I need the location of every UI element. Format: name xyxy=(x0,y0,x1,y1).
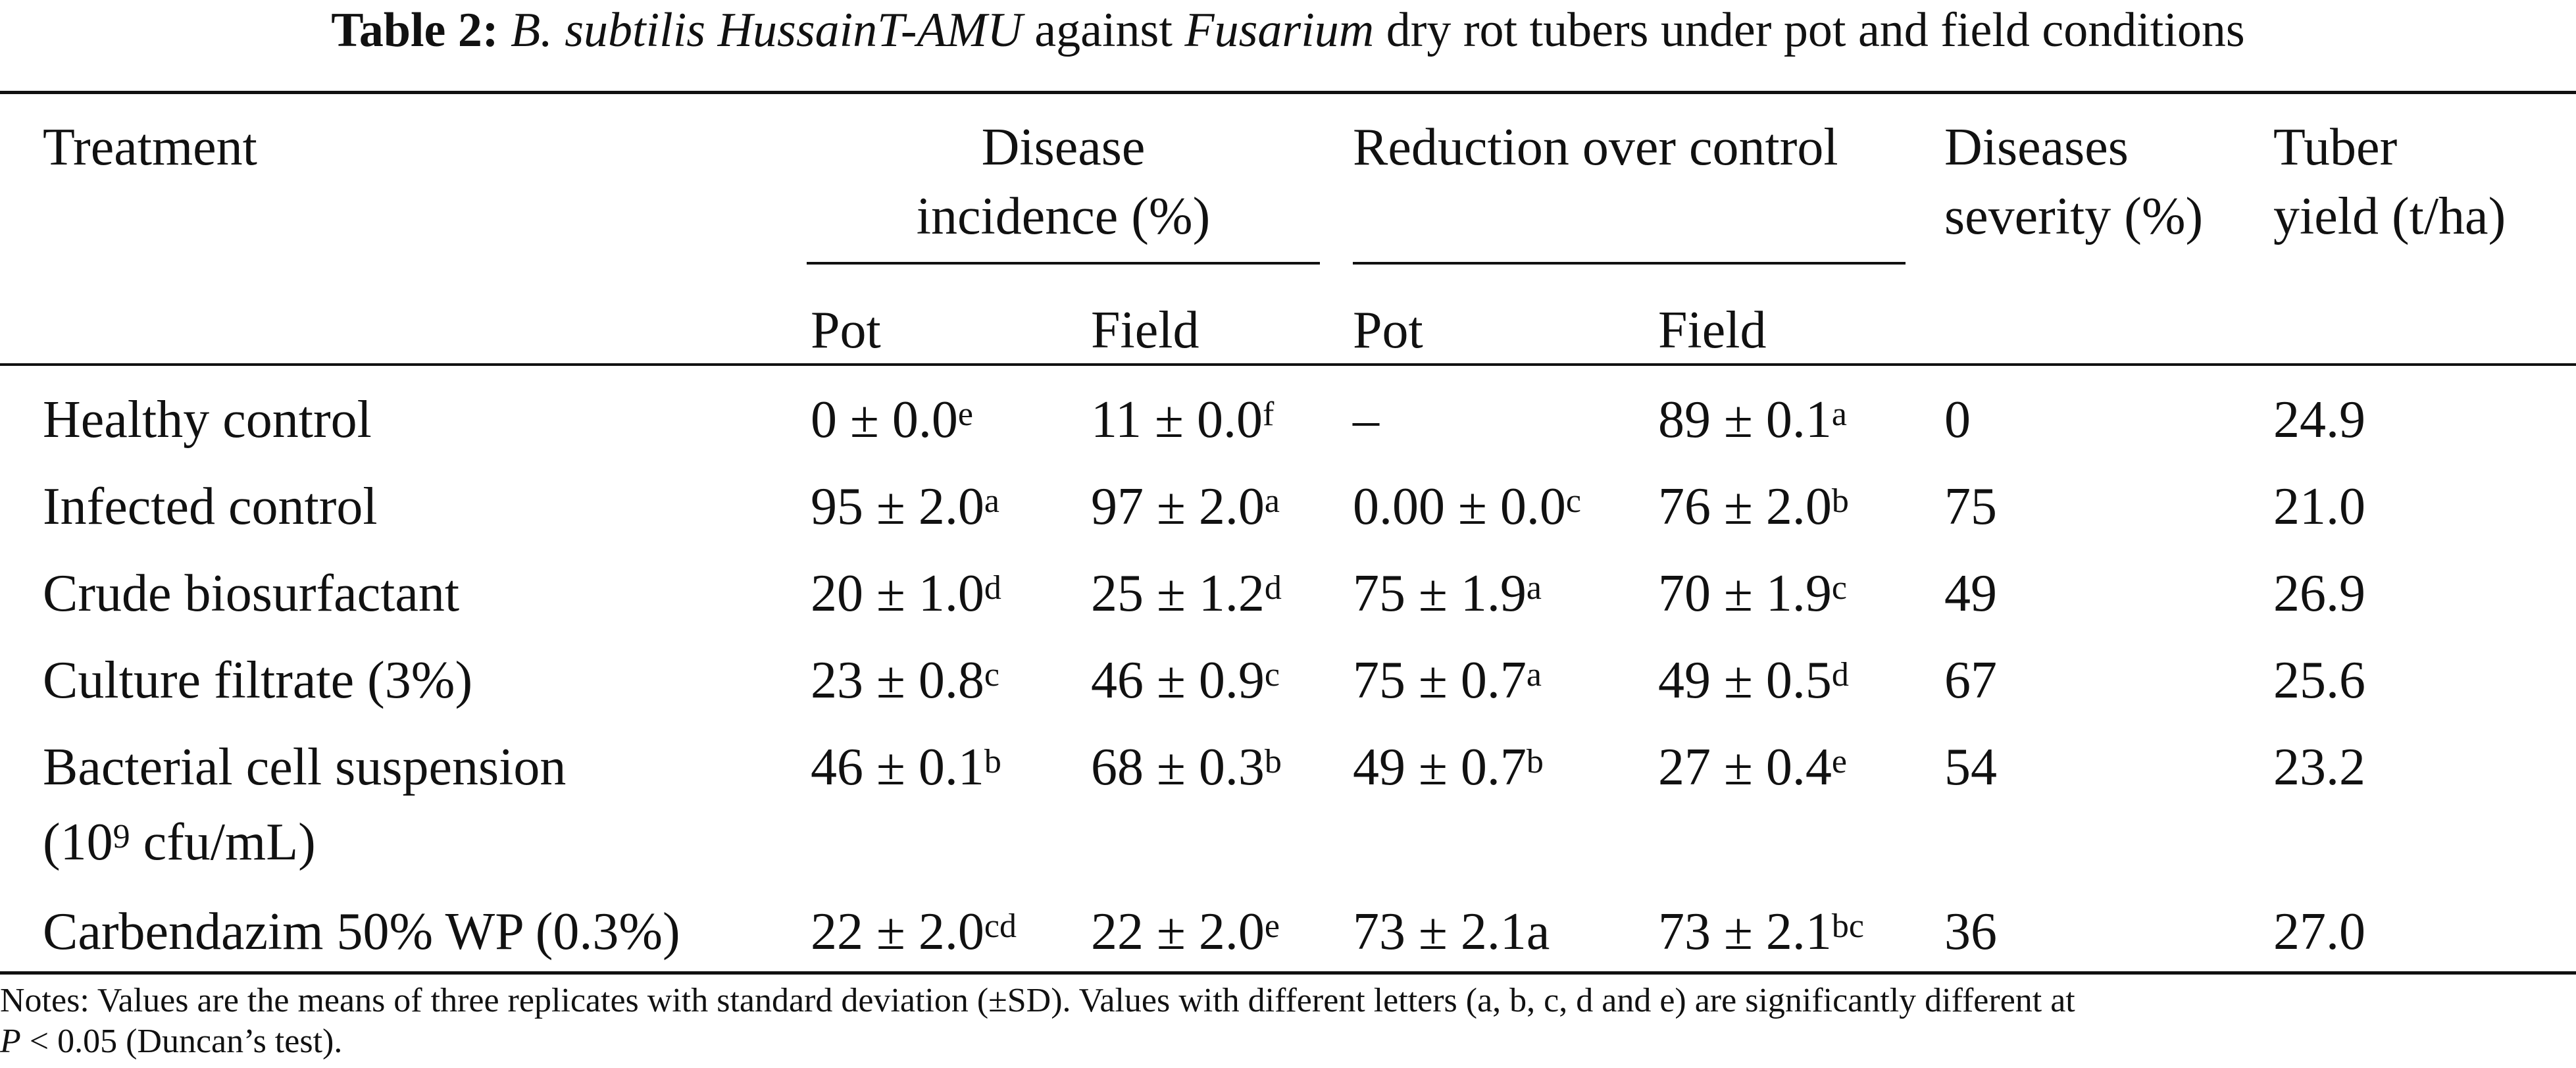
cell-rc-pot: 49 ± 0.7b xyxy=(1353,738,1544,796)
cell-di-pot: 95 ± 2.0a xyxy=(811,478,999,536)
header-di-field: Field xyxy=(1091,301,1200,359)
cell-yield: 24.9 xyxy=(2273,391,2365,449)
cell-di-pot: 0 ± 0.0e xyxy=(811,391,973,449)
header-bottom-rule xyxy=(0,363,2576,366)
cell-severity: 75 xyxy=(1944,478,1997,536)
header-di-pot: Pot xyxy=(811,301,881,359)
cell-rc-field: 76 ± 2.0b xyxy=(1658,478,1849,536)
caption-rest: dry rot tubers under pot and field condi… xyxy=(1386,3,2245,57)
cell-rc-field: 49 ± 0.5d xyxy=(1658,651,1849,709)
cell-rc-pot: 75 ± 0.7a xyxy=(1353,651,1542,709)
cell-severity: 49 xyxy=(1944,565,1997,623)
cell-rc-field: 89 ± 0.1a xyxy=(1658,391,1847,449)
cell-di-field: 68 ± 0.3b xyxy=(1091,738,1282,796)
cell-rc-field: 27 ± 0.4e xyxy=(1658,738,1847,796)
header-rc-pot: Pot xyxy=(1353,301,1423,359)
cell-severity: 36 xyxy=(1944,903,1997,961)
notes-line1: Notes: Values are the means of three rep… xyxy=(0,982,2075,1019)
header-severity-line1: Diseases xyxy=(1944,118,2129,176)
cell-severity: 67 xyxy=(1944,651,1997,709)
header-rc-field: Field xyxy=(1658,301,1767,359)
cell-treatment: Culture filtrate (3%) xyxy=(43,651,473,709)
cell-rc-field: 73 ± 2.1bc xyxy=(1658,903,1864,961)
cell-di-field: 22 ± 2.0e xyxy=(1091,903,1280,961)
table-label: Table 2: xyxy=(331,3,499,57)
caption-species: B. subtilis HussainT-AMU xyxy=(511,3,1023,57)
table-notes: Notes: Values are the means of three rep… xyxy=(0,980,2576,1062)
table-caption: Table 2: B. subtilis HussainT-AMU agains… xyxy=(0,0,2576,61)
cell-yield: 23.2 xyxy=(2273,738,2365,796)
disease-incidence-span-rule xyxy=(807,262,1320,265)
cell-yield: 25.6 xyxy=(2273,651,2365,709)
cell-severity: 0 xyxy=(1944,391,1971,449)
cell-treatment: Infected control xyxy=(43,478,378,536)
cell-rc-pot: 0.00 ± 0.0c xyxy=(1353,478,1581,536)
top-rule xyxy=(0,91,2576,94)
cell-di-pot: 23 ± 0.8c xyxy=(811,651,999,709)
table-bottom-rule xyxy=(0,971,2576,975)
caption-against: against xyxy=(1034,3,1173,57)
cell-severity: 54 xyxy=(1944,738,1997,796)
reduction-span-rule xyxy=(1353,262,1906,265)
notes-line2: P < 0.05 (Duncan’s test). xyxy=(0,1023,343,1060)
cell-di-pot: 22 ± 2.0cd xyxy=(811,903,1017,961)
cell-treatment: Crude biosurfactant xyxy=(43,565,460,623)
header-disease-incidence-line2: incidence (%) xyxy=(916,188,1211,245)
cell-treatment: Healthy control xyxy=(43,391,372,449)
cell-di-field: 46 ± 0.9c xyxy=(1091,651,1280,709)
cell-yield: 21.0 xyxy=(2273,478,2365,536)
cell-di-field: 97 ± 2.0a xyxy=(1091,478,1280,536)
header-severity-line2: severity (%) xyxy=(1944,188,2204,245)
cell-rc-field: 70 ± 1.9c xyxy=(1658,565,1847,623)
cell-yield: 26.9 xyxy=(2273,565,2365,623)
cell-rc-pot: – xyxy=(1353,391,1379,449)
cell-treatment: Carbendazim 50% WP (0.3%) xyxy=(43,903,680,961)
cell-di-field: 25 ± 1.2d xyxy=(1091,565,1282,623)
caption-genus: Fusarium xyxy=(1184,3,1375,57)
header-yield-line2: yield (t/ha) xyxy=(2273,188,2506,245)
cell-treatment: Bacterial cell suspension xyxy=(43,738,567,796)
cell-di-pot: 46 ± 0.1b xyxy=(811,738,1001,796)
header-reduction-over-control: Reduction over control xyxy=(1353,118,1838,176)
cell-rc-pot: 75 ± 1.9a xyxy=(1353,565,1542,623)
cell-di-pot: 20 ± 1.0d xyxy=(811,565,1001,623)
cell-yield: 27.0 xyxy=(2273,903,2365,961)
cell-rc-pot: 73 ± 2.1a xyxy=(1353,903,1550,961)
cell-di-field: 11 ± 0.0f xyxy=(1091,391,1275,449)
header-disease-incidence-line1: Disease xyxy=(981,118,1146,176)
cell-treatment-line2: (109 cfu/mL) xyxy=(43,813,316,871)
header-yield-line1: Tuber xyxy=(2273,118,2398,176)
header-treatment: Treatment xyxy=(43,118,257,176)
